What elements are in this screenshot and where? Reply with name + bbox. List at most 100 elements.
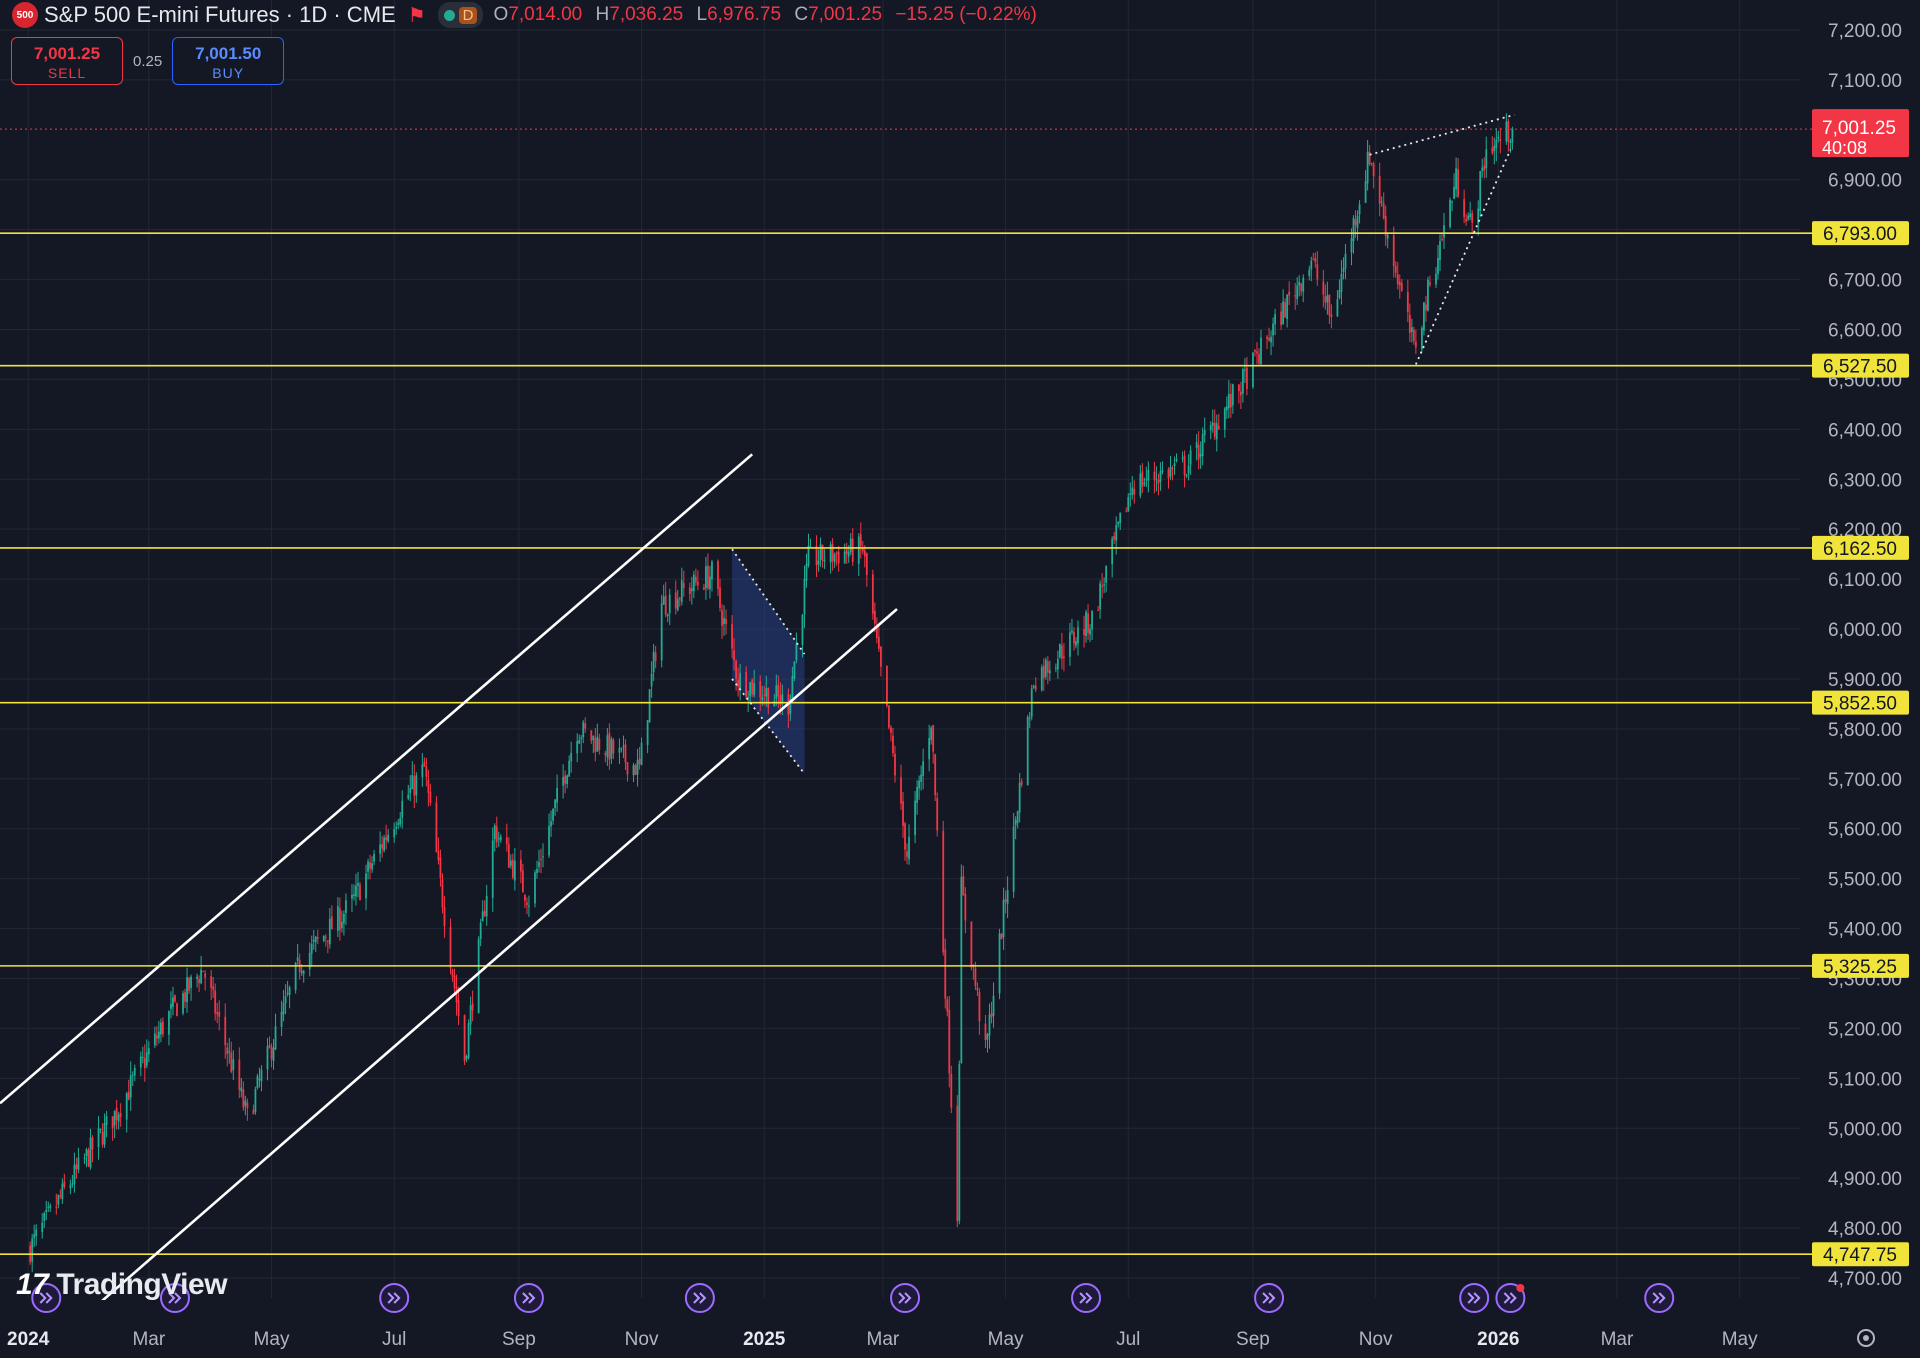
candle — [33, 1224, 36, 1248]
price-axis-label: 5,600.00 — [1828, 820, 1902, 841]
price-axis-label: 6,900.00 — [1828, 171, 1902, 192]
candle — [296, 943, 299, 965]
candle — [1308, 265, 1311, 281]
candle — [711, 559, 713, 592]
fast-forward-circle-icon[interactable] — [684, 1283, 715, 1313]
candle — [367, 858, 369, 880]
pullback-zone-lower-edge[interactable] — [731, 678, 806, 775]
channel-trendline[interactable] — [81, 608, 898, 1319]
candle — [1260, 329, 1262, 366]
candle — [652, 644, 655, 681]
candle — [1069, 622, 1071, 666]
candle — [865, 552, 868, 587]
tradingview-logo[interactable]: 17 TradingView — [16, 1268, 228, 1302]
channel-trendline[interactable] — [0, 453, 754, 1105]
fast-forward-circle-icon[interactable] — [1459, 1283, 1490, 1313]
candle — [1153, 461, 1156, 494]
candle — [129, 1061, 132, 1111]
candle — [803, 565, 806, 629]
candle — [1173, 456, 1176, 475]
wedge-trendline[interactable] — [1369, 113, 1515, 156]
fast-forward-circle-icon[interactable] — [1495, 1283, 1526, 1313]
flag-icon[interactable]: ⚑ — [407, 4, 426, 27]
candle — [1274, 308, 1276, 336]
candle — [35, 1224, 38, 1246]
level-price-tag-label: 6,793.00 — [1823, 224, 1897, 245]
fast-forward-circle-icon[interactable] — [379, 1283, 410, 1313]
gear-icon[interactable] — [1857, 1329, 1875, 1347]
candle — [1046, 656, 1049, 685]
candle — [694, 568, 697, 587]
candle — [819, 537, 822, 567]
fast-forward-circle-icon[interactable] — [890, 1283, 921, 1313]
candle — [439, 849, 442, 887]
candle — [1328, 294, 1331, 324]
candle — [906, 843, 908, 865]
candle — [170, 991, 172, 1019]
candle — [1352, 215, 1355, 254]
candle — [91, 1135, 94, 1163]
candle — [330, 905, 333, 930]
candle — [1048, 660, 1051, 681]
candle — [1197, 431, 1200, 470]
candle — [807, 533, 810, 568]
time-axis-label: 2026 — [1477, 1329, 1519, 1350]
buy-button[interactable]: 7,001.50 BUY — [172, 37, 285, 85]
candle — [1370, 162, 1373, 167]
candle — [155, 1026, 158, 1046]
candle — [528, 895, 530, 917]
candle — [1002, 887, 1005, 950]
candle — [457, 986, 460, 1026]
candle — [890, 725, 892, 742]
candle — [1284, 298, 1287, 318]
candle — [916, 780, 918, 815]
candle — [524, 894, 526, 908]
fast-forward-circle-icon[interactable] — [159, 1283, 190, 1313]
fast-forward-circle-icon[interactable] — [1254, 1283, 1285, 1313]
candle — [133, 1064, 136, 1082]
candle — [1225, 396, 1228, 419]
candle — [1410, 318, 1413, 343]
candle — [196, 973, 198, 988]
candle — [759, 675, 762, 712]
candle — [1063, 643, 1065, 672]
candle — [664, 581, 667, 618]
candle — [1412, 326, 1415, 345]
candle — [1075, 637, 1077, 649]
candle — [902, 792, 904, 838]
pullback-zone[interactable] — [732, 549, 805, 774]
data-delay-badge: D — [458, 6, 478, 24]
candle — [1111, 536, 1114, 578]
candle — [393, 822, 396, 843]
candle — [224, 1003, 227, 1059]
sell-price: 7,001.25 — [33, 44, 101, 63]
candle — [1392, 226, 1395, 278]
candle — [1077, 620, 1079, 656]
candle — [962, 865, 965, 896]
fast-forward-circle-icon[interactable] — [513, 1283, 544, 1313]
market-status-pill[interactable]: D — [437, 2, 484, 28]
candle — [1324, 284, 1327, 310]
candle — [1479, 170, 1482, 217]
candle — [1443, 212, 1445, 250]
candle — [688, 582, 691, 602]
candle — [1477, 200, 1480, 236]
candle — [101, 1123, 104, 1148]
candle — [678, 596, 681, 607]
sell-button[interactable]: 7,001.25 SELL — [11, 37, 123, 85]
fast-forward-circle-icon[interactable] — [1071, 1283, 1102, 1313]
candle — [534, 869, 536, 908]
symbol-title[interactable]: S&P 500 E-mini Futures · 1D · CME — [44, 2, 396, 27]
candle — [479, 918, 482, 947]
fast-forward-circle-icon[interactable] — [31, 1283, 62, 1313]
candle — [1042, 658, 1045, 691]
candle — [509, 854, 512, 869]
fast-forward-circle-icon[interactable] — [1644, 1283, 1675, 1313]
level-price-tag — [1812, 953, 1909, 978]
candle — [1272, 317, 1274, 347]
candle — [717, 559, 719, 596]
candle — [576, 733, 579, 763]
candle — [477, 936, 480, 1014]
candle — [1181, 451, 1184, 463]
